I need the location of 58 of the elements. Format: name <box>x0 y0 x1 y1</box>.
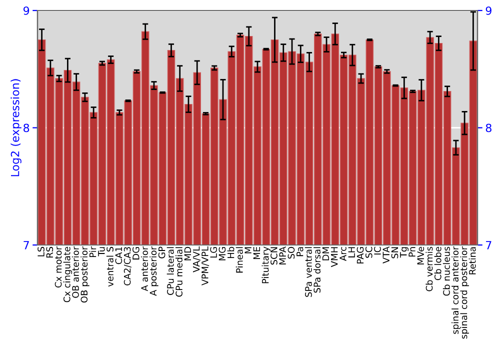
y-tick-label: 8 <box>24 124 30 132</box>
y2-tick-label: 8 <box>486 124 492 132</box>
x-tick-label: Hb <box>227 246 234 258</box>
y2-tick-label: 7 <box>486 241 492 250</box>
x-tick-label: Retina <box>468 247 476 274</box>
y2-tick-label: 9 <box>486 6 492 15</box>
x-tick-label: SO <box>288 246 295 259</box>
x-tick-label: LS <box>38 246 44 256</box>
x-tick-label: CA2/CA3 <box>124 247 132 286</box>
x-tick-label: VPM/VPL <box>202 246 210 286</box>
x-tick-label: MVe <box>417 246 424 264</box>
x-tick-label: Pituitary <box>262 246 270 284</box>
x-tick-label: DM <box>322 247 330 260</box>
x-tick-label: CPu medial <box>175 247 182 297</box>
x-tick-label: spinal cord posterior <box>460 246 469 339</box>
x-tick-label: MG <box>218 247 226 260</box>
x-tick-label: PAG <box>356 247 364 264</box>
x-tick-label: CPu lateral <box>166 247 174 295</box>
y-tick-label: 9 <box>23 6 30 15</box>
x-tick-label: Arc <box>340 246 346 261</box>
x-tick-label: Pir <box>89 246 96 257</box>
x-tick-label: LH <box>348 247 355 258</box>
x-tick-label: SN <box>391 247 398 258</box>
x-tick-label: Cb vermis <box>426 246 433 292</box>
x-tick-label: Cx cingulate <box>63 246 72 302</box>
x-tick-label: LG <box>210 247 217 258</box>
x-tick-label: Tg <box>400 247 409 258</box>
x-tick-label: RS <box>46 246 54 258</box>
y-tick-label: 7 <box>24 241 29 250</box>
x-tick-label: M <box>244 247 252 254</box>
x-tick-label: MPA <box>279 246 286 264</box>
x-tick-label: DG <box>132 247 140 260</box>
x-tick-label: MD <box>184 246 191 260</box>
x-tick-label: Pa <box>296 247 304 256</box>
x-tick-label: SPa dorsal <box>314 247 321 293</box>
x-tick-label: VTA <box>382 246 390 264</box>
x-tick-label: GP <box>158 246 166 258</box>
x-tick-label: IC <box>374 246 381 254</box>
x-tick-label: Tu <box>98 247 105 256</box>
x-tick-label: Pn <box>408 247 416 257</box>
x-tick-label: VA/VL <box>193 246 200 272</box>
x-tick-label: OB anterior <box>72 246 79 298</box>
x-tick-label: ventral S <box>106 246 114 287</box>
x-tick-label: SCN <box>270 247 278 265</box>
x-tick-label: Cb lobe <box>434 246 442 280</box>
x-tick-label: Cx motor <box>54 246 62 288</box>
x-tick-label: VMH <box>331 247 338 268</box>
x-tick-label: ME <box>253 246 260 259</box>
y-axis-title: Log2 (expression) <box>10 79 22 176</box>
x-tick-label: A posterior <box>150 246 158 296</box>
x-tick-label: OB posterior <box>80 246 90 303</box>
x-tick-label: SPa ventral <box>304 247 312 297</box>
x-tick-label: spinal cord anterior <box>452 246 460 334</box>
x-tick-label: A anterior <box>140 246 148 292</box>
x-tick-label: SC <box>365 246 372 258</box>
x-tick-label: Cb nucleus <box>442 246 450 296</box>
x-tick-label: CA1 <box>115 247 122 264</box>
x-tick-label: Pineal <box>236 247 243 273</box>
